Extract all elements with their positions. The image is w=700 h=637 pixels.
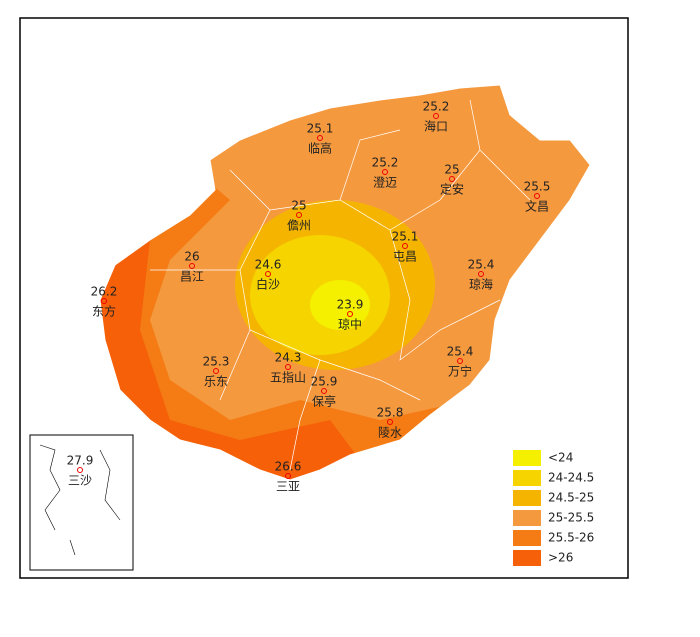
city-name: 白沙 [256, 277, 280, 292]
city-name: 儋州 [287, 219, 311, 233]
city-marker [296, 212, 302, 218]
city-name: 海口 [424, 119, 448, 134]
city-marker [478, 271, 484, 277]
legend-items: <24 24-24.5 24.5-25 25-25.5 25.5-26 >26 [513, 450, 594, 566]
city-name: 昌江 [180, 270, 204, 284]
city-name: 琼中 [338, 317, 362, 332]
city-name: 保亭 [312, 394, 336, 409]
city-value: 26 [184, 250, 199, 264]
city-marker [457, 358, 463, 364]
city-value: 25.9 [311, 375, 338, 389]
city-name: 乐东 [204, 375, 228, 389]
legend-label: 25-25.5 [548, 511, 594, 525]
city-marker [534, 193, 540, 199]
city-value: 24.3 [275, 351, 302, 365]
island [100, 85, 590, 480]
city-value: 27.9 [67, 454, 94, 468]
legend-label: 24.5-25 [548, 491, 594, 505]
legend-label: >26 [548, 551, 573, 565]
city-value: 25.4 [468, 258, 495, 272]
city-name: 万宁 [448, 364, 472, 379]
city-value: 26.6 [275, 460, 302, 474]
city-name: 东方 [92, 304, 116, 319]
city-value: 25.1 [392, 230, 419, 244]
legend-swatch [513, 470, 541, 486]
city-marker [265, 271, 271, 277]
city-value: 25.2 [423, 100, 450, 114]
legend-swatch [513, 550, 541, 566]
city-marker [285, 473, 291, 479]
city-marker [433, 113, 439, 119]
county-borders [150, 99, 531, 471]
city-name: 屯昌 [393, 250, 417, 264]
city-marker [101, 298, 107, 304]
city-value: 25 [291, 199, 306, 213]
city-value: 25.5 [524, 180, 551, 194]
city-value: 25.4 [447, 345, 474, 359]
city-value: 25.1 [307, 122, 334, 136]
city-marker [387, 419, 393, 425]
city-value: 23.9 [337, 298, 364, 312]
legend-label: 25.5-26 [548, 531, 594, 545]
city-marker [402, 243, 408, 249]
frame [19, 17, 629, 579]
legend-swatch [513, 510, 541, 526]
city-marker [347, 311, 353, 317]
city-value: 26.2 [91, 285, 118, 299]
city-value: 25.3 [203, 355, 230, 369]
city-name: 定安 [440, 182, 464, 197]
legend-label: <24 [548, 451, 573, 465]
city-marker [189, 263, 195, 269]
legend-swatch [513, 530, 541, 546]
legend-label: 24-24.5 [548, 471, 594, 485]
city-value: 25 [444, 163, 459, 177]
city-marker [317, 135, 323, 141]
city-name: 澄迈 [373, 175, 397, 190]
city-marker [77, 467, 83, 473]
city-value: 25.2 [372, 156, 399, 170]
city-name: 临高 [308, 141, 332, 156]
city-marker [321, 388, 327, 394]
city-marker [213, 368, 219, 374]
city-value: 24.6 [255, 258, 282, 272]
city-value: 25.8 [377, 406, 404, 420]
legend-swatch [513, 490, 541, 506]
city-name: 三沙 [68, 474, 92, 488]
city-name: 陵水 [378, 426, 402, 440]
city-marker [285, 364, 291, 370]
city-name: 三亚 [276, 480, 300, 494]
inset-box [29, 434, 134, 571]
inset-coast [39, 444, 121, 556]
cities: 25.2 海口 25.1 临高 25.2 澄迈 25 定安 25.5 文昌 25 儋州 25.1 屯昌 26… [67, 100, 551, 494]
city-marker [382, 169, 388, 175]
city-marker [449, 176, 455, 182]
city-name: 五指山 [270, 370, 306, 385]
legend-swatch [513, 450, 541, 466]
city-name: 文昌 [525, 199, 549, 214]
city-name: 琼海 [469, 277, 493, 292]
